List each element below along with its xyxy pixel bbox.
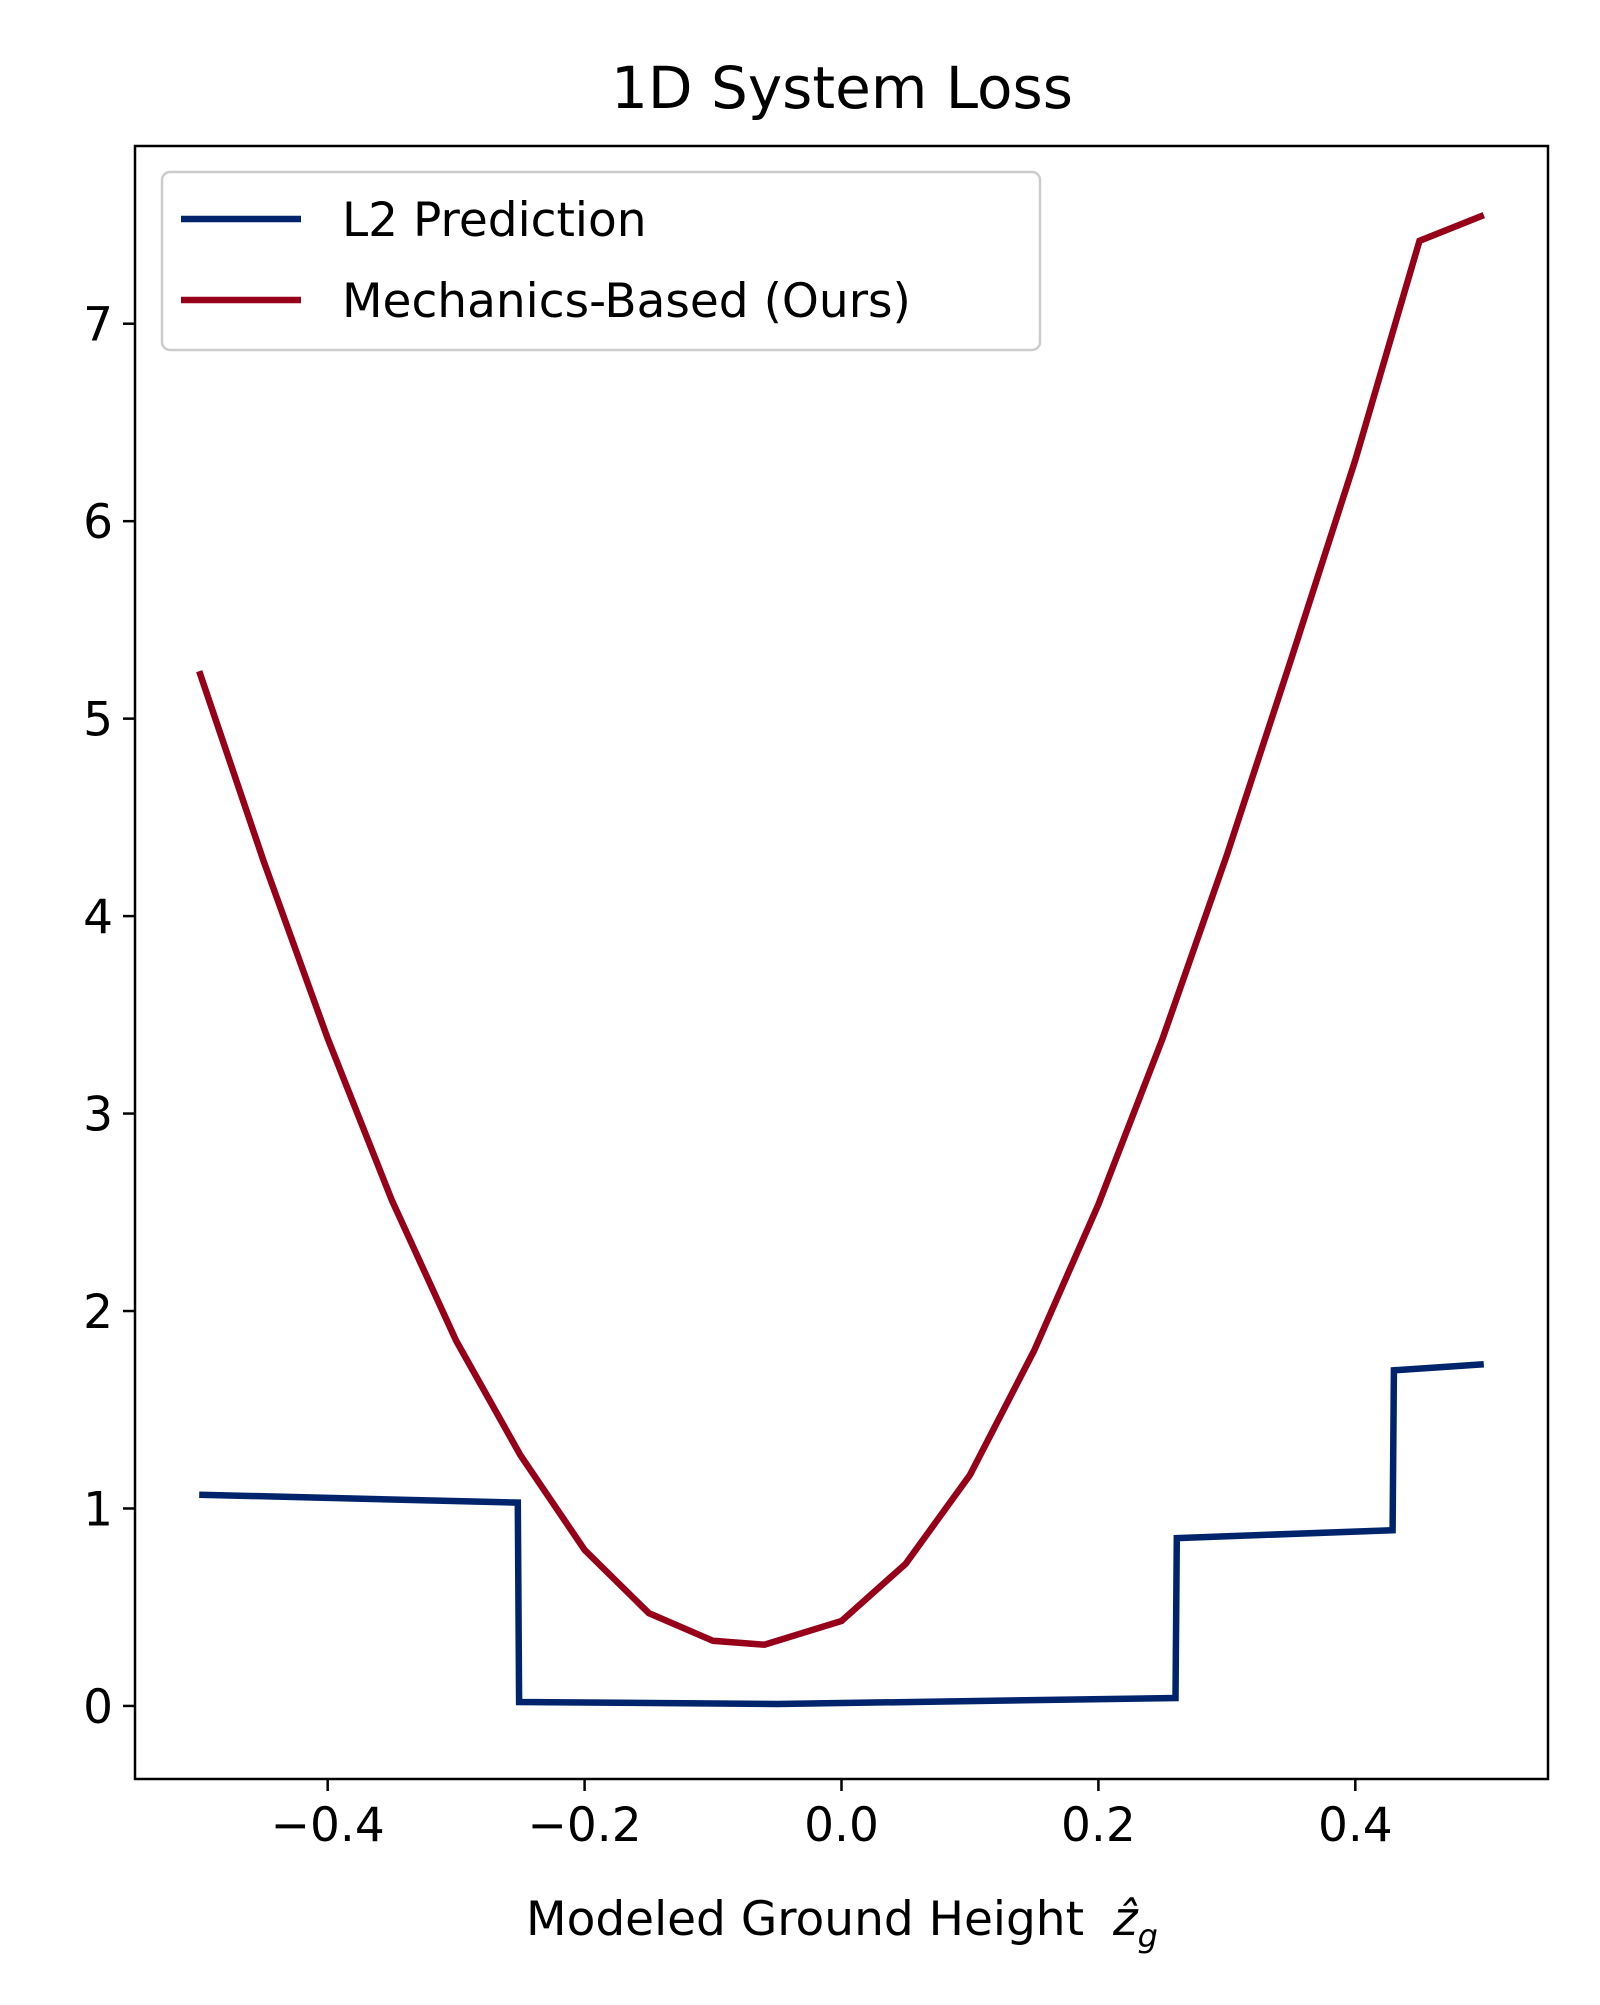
y-tick-label: 3 [83, 1088, 113, 1143]
x-axis-title-text: Modeled Ground Height [526, 1892, 1084, 1947]
y-tick-label: 0 [83, 1680, 113, 1735]
x-axis-title-math: ẑ [1112, 1892, 1139, 1947]
legend-label-l2-prediction: L2 Prediction [342, 193, 647, 248]
chart-title: 1D System Loss [611, 54, 1073, 122]
legend-label-mechanics-based: Mechanics-Based (Ours) [342, 274, 911, 329]
y-tick-label: 7 [83, 298, 113, 353]
y-tick-label: 4 [83, 890, 113, 945]
y-tick-label: 2 [83, 1285, 113, 1340]
x-tick-label: 0.4 [1318, 1798, 1393, 1853]
x-tick-label: 0.2 [1061, 1798, 1136, 1853]
legend-box [160, 170, 1042, 352]
x-tick-label: 0.0 [804, 1798, 879, 1853]
series-line-l2-prediction [199, 1361, 1485, 1708]
y-tick-label: 5 [83, 693, 113, 748]
x-axis-title-math-sub: g [1138, 1917, 1158, 1955]
series-line-mechanics-based-ours [196, 212, 1486, 1648]
y-tick-label: 6 [83, 495, 113, 550]
x-tick-label: −0.2 [528, 1798, 642, 1853]
x-tick-label: −0.4 [271, 1798, 385, 1853]
x-axis-title: Modeled Ground Height ẑg [526, 1892, 1158, 1955]
legend: L2 Prediction Mechanics-Based (Ours) [160, 170, 1042, 352]
y-tick-label: 1 [83, 1482, 113, 1537]
